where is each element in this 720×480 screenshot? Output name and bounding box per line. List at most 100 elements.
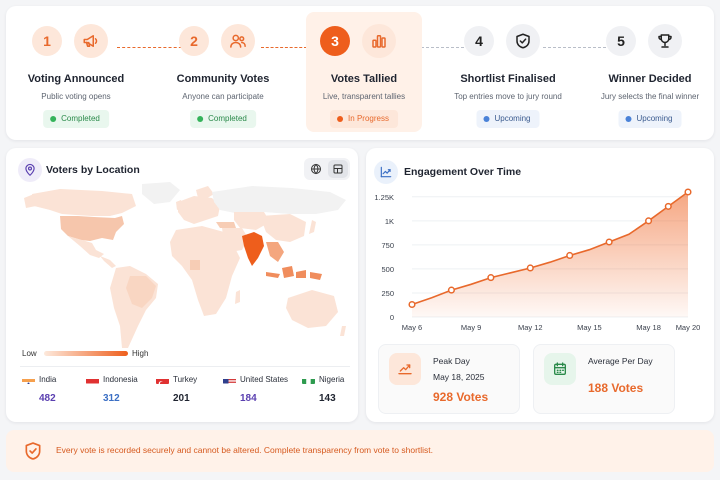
step-votes-tallied[interactable]: 3 Votes Tallied Live, transparent tallie… xyxy=(306,12,422,132)
shield-check-icon xyxy=(25,442,41,460)
voters-by-location-card: Voters by Location xyxy=(6,148,358,422)
step-subtitle: Jury selects the final winner xyxy=(600,92,700,101)
country-value: 312 xyxy=(103,393,120,404)
country-value: 143 xyxy=(319,393,336,404)
data-point xyxy=(408,300,416,309)
status-badge: Upcoming xyxy=(476,110,540,128)
trending-up-icon xyxy=(389,353,421,385)
globe-icon xyxy=(311,163,321,175)
step-title: Voting Announced xyxy=(27,73,125,85)
connector-2-3 xyxy=(261,47,307,48)
canada xyxy=(32,189,136,216)
scandinavia xyxy=(196,186,214,200)
data-point xyxy=(684,188,692,196)
connector-4-5 xyxy=(543,47,611,48)
step-voting-announced[interactable]: 1 Voting Announced Public voting opens C… xyxy=(18,12,134,132)
step-subtitle: Live, transparent tallies xyxy=(322,92,406,101)
step-number: 1 xyxy=(32,26,62,56)
world-choropleth-map[interactable] xyxy=(20,180,350,480)
engagement-title: Engagement Over Time xyxy=(404,166,522,178)
step-community-votes[interactable]: 2 Community Votes Anyone can participate… xyxy=(165,12,281,132)
country-name: Indonesia xyxy=(103,375,138,384)
map-view-toggle xyxy=(304,158,350,180)
flag-indonesia-icon xyxy=(86,375,99,384)
globe-view-button[interactable] xyxy=(306,160,326,178)
chart-x-ticks: May 6 May 9 May 12 May 15 May 18 May 20 xyxy=(402,323,701,332)
flag-turkey-icon xyxy=(156,375,169,384)
data-point xyxy=(447,286,455,294)
data-point xyxy=(526,264,534,272)
country-name: Nigeria xyxy=(319,375,345,384)
status-badge: In Progress xyxy=(330,110,398,128)
bar-chart-icon xyxy=(362,24,396,58)
indonesia-2 xyxy=(282,266,294,278)
step-title: Community Votes xyxy=(176,73,270,85)
mexico xyxy=(68,236,104,258)
divider xyxy=(20,366,350,367)
indonesia-3 xyxy=(296,270,306,278)
step-title: Shortlist Finalised xyxy=(460,73,556,85)
step-title: Votes Tallied xyxy=(330,73,398,85)
security-banner: Every vote is recorded securely and cann… xyxy=(6,430,714,472)
flag-us-icon xyxy=(223,375,236,384)
layout-icon xyxy=(333,164,343,174)
location-pin-icon xyxy=(18,158,42,182)
trend-chart-icon xyxy=(374,160,398,184)
map-title: Voters by Location xyxy=(46,164,140,176)
y-tick-label: 750 xyxy=(381,241,394,250)
new-zealand xyxy=(340,326,346,336)
x-tick-label: May 15 xyxy=(577,323,602,332)
country-value: 201 xyxy=(173,393,190,404)
layout-view-button[interactable] xyxy=(328,160,348,178)
flag-india-icon xyxy=(22,375,35,384)
usa xyxy=(60,216,124,241)
status-badge: Upcoming xyxy=(618,110,682,128)
brazil xyxy=(126,276,156,308)
step-number: 5 xyxy=(606,26,636,56)
country-name: United States xyxy=(240,375,289,384)
africa xyxy=(170,226,240,316)
progress-steps: 1 Voting Announced Public voting opens C… xyxy=(6,6,714,140)
calendar-icon xyxy=(544,353,576,385)
y-tick-label: 500 xyxy=(381,265,394,274)
average-per-day-card: Average Per Day 188 Votes xyxy=(533,344,675,414)
engagement-line xyxy=(411,191,689,306)
y-tick-label: 0 xyxy=(390,313,394,322)
nigeria xyxy=(190,260,200,270)
peak-day-value: 928 Votes xyxy=(433,390,489,404)
engagement-line-chart[interactable]: 0 250 500 750 1K 1.25K May 6 May 9 May 12 May 15… xyxy=(366,178,714,480)
step-number: 3 xyxy=(320,26,350,56)
indonesia-1 xyxy=(266,272,280,278)
x-tick-label: May 12 xyxy=(518,323,543,332)
average-per-day-value: 188 Votes xyxy=(588,381,644,395)
status-badge: Completed xyxy=(43,110,109,128)
turkey xyxy=(216,222,236,228)
japan xyxy=(309,220,316,234)
legend-low-label: Low xyxy=(22,349,37,358)
central-america xyxy=(100,256,116,268)
connector-1-2 xyxy=(117,47,187,48)
madagascar xyxy=(235,290,240,304)
country-value: 482 xyxy=(39,393,56,404)
europe xyxy=(178,196,220,224)
engagement-area xyxy=(412,192,688,317)
average-per-day-label: Average Per Day xyxy=(588,356,653,366)
greenland xyxy=(142,182,180,204)
step-winner-decided[interactable]: 5 Winner Decided Jury selects the final … xyxy=(592,12,708,132)
status-badge: Completed xyxy=(190,110,256,128)
legend-high-label: High xyxy=(132,349,149,358)
connector-3-4 xyxy=(421,47,469,48)
shield-check-icon xyxy=(506,24,540,58)
peak-day-date: May 18, 2025 xyxy=(433,372,485,382)
flag-nigeria-icon xyxy=(302,375,315,384)
step-number: 2 xyxy=(179,26,209,56)
uk xyxy=(176,200,182,210)
step-subtitle: Public voting opens xyxy=(41,92,111,101)
x-tick-label: May 9 xyxy=(461,323,481,332)
x-tick-label: May 6 xyxy=(402,323,422,332)
legend-gradient xyxy=(44,351,128,356)
step-shortlist-finalised[interactable]: 4 Shortlist Finalised Top entries move t… xyxy=(450,12,566,132)
data-point xyxy=(487,274,495,282)
step-number: 4 xyxy=(464,26,494,56)
australia xyxy=(286,290,338,328)
